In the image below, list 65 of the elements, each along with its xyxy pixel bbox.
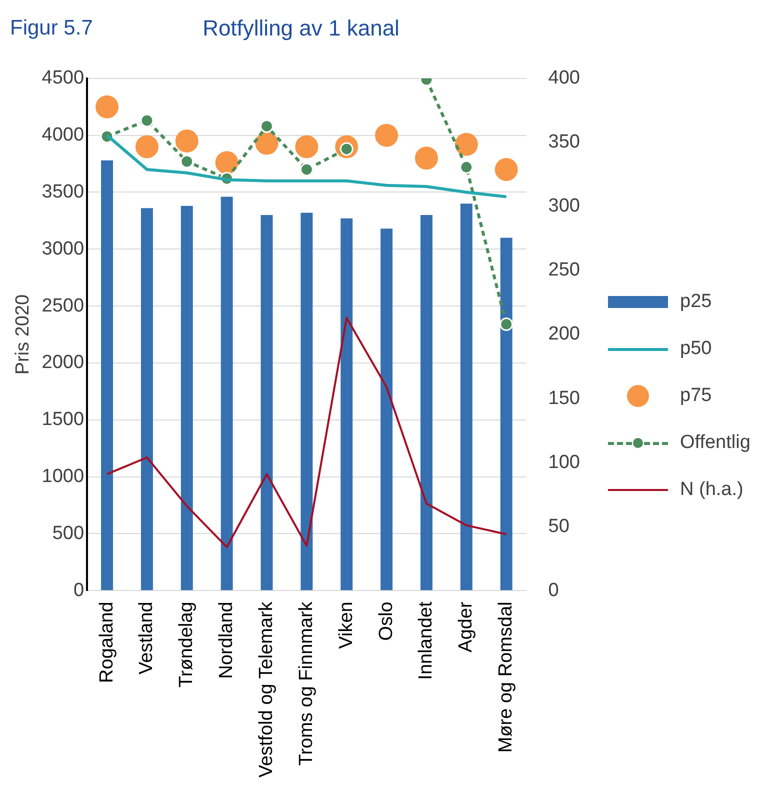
x-tick-label: Vestfold og Telemark [256, 601, 277, 778]
x-tick-label: Innlandet [416, 600, 437, 680]
point [375, 124, 398, 147]
y2-tick-label: 50 [548, 516, 570, 537]
point [500, 318, 514, 332]
y-axis-title: Pris 2020 [12, 294, 34, 375]
x-tick-label: Møre og Romsdal [496, 602, 517, 753]
y2-tick-label: 300 [548, 196, 580, 217]
y2-tick-label: 250 [548, 260, 580, 281]
y2-tick-label: 200 [548, 324, 580, 345]
point [175, 130, 198, 153]
point [454, 132, 478, 156]
x-tick-label: Nordland [216, 602, 238, 679]
point [180, 154, 194, 168]
y-tick-label: 4500 [42, 68, 84, 89]
y-tick-label: 3500 [42, 181, 84, 202]
x-tick-label: Vestland [136, 602, 158, 675]
y2-tick-label: 350 [548, 132, 580, 153]
point [414, 146, 438, 170]
point [260, 119, 274, 133]
bar [180, 206, 193, 590]
bar [260, 214, 273, 590]
bar [380, 228, 393, 590]
point [215, 151, 238, 174]
point [96, 95, 119, 118]
bar [220, 196, 233, 590]
y-tick-label: 2500 [42, 295, 84, 316]
bar [420, 214, 432, 590]
bar [340, 218, 353, 590]
y-tick-label: 0 [73, 580, 84, 601]
x-tick-label: Agder [456, 600, 477, 652]
x-tick-label: Trøndelag [176, 602, 198, 688]
bar [140, 208, 153, 590]
legend-label: N (h.a.) [680, 478, 744, 500]
text: Figur 5.7 [10, 16, 93, 40]
y2-tick-label: 400 [548, 68, 580, 89]
point [494, 158, 518, 181]
x-tick-label: Viken [336, 602, 357, 649]
y-tick-label: 1500 [42, 409, 84, 430]
chart-title: Rotfylling av 1 kanal [202, 15, 400, 40]
point [300, 162, 314, 176]
bar [300, 212, 313, 590]
y-tick-label: 500 [52, 522, 84, 544]
x-tick-label: Rogaland [96, 602, 118, 683]
y-tick-label: 1000 [42, 466, 84, 488]
y-tick-label: 2000 [42, 352, 84, 374]
y-tick-label: 4000 [42, 124, 84, 146]
point [255, 132, 278, 155]
y2-tick-label: 150 [548, 388, 580, 409]
point [460, 160, 474, 174]
y2-tick-label: 0 [548, 580, 559, 601]
point [140, 114, 154, 128]
legend-label: p50 [680, 338, 712, 360]
legend-label: Offentlig [680, 432, 750, 454]
bar [101, 160, 114, 590]
legend-label: p75 [680, 384, 712, 406]
point [135, 135, 158, 158]
x-tick-label: Troms og Finnmark [296, 601, 317, 766]
legend-label: p25 [680, 290, 712, 312]
x-tick-label: Oslo [376, 602, 397, 641]
point [295, 135, 318, 158]
bar [460, 204, 472, 590]
bar [500, 238, 512, 590]
y-tick-label: 3000 [42, 238, 84, 260]
y2-tick-label: 100 [548, 452, 580, 473]
